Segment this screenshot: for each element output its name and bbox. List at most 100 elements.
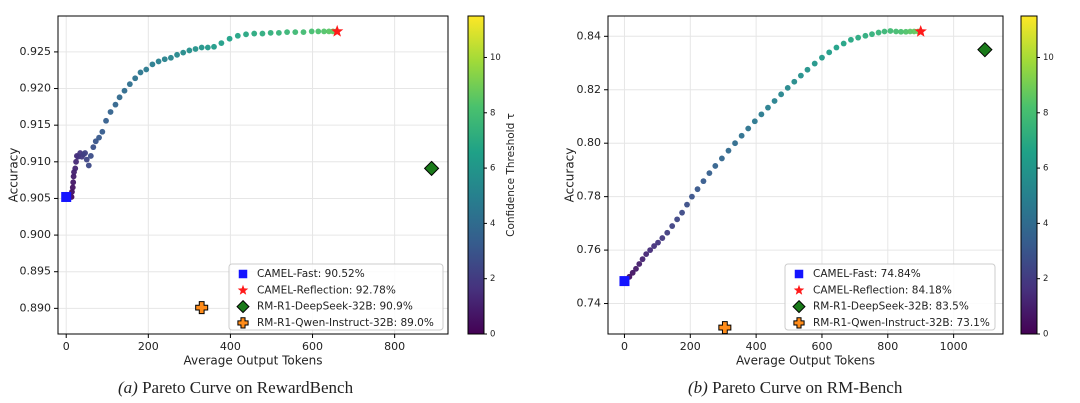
chartb-colorbar-tick-label: 2 [1043, 274, 1048, 284]
charta-curve-point [326, 28, 332, 35]
chartb-curve-point [862, 32, 869, 39]
chartb-curve-point [689, 193, 695, 200]
chartb-curve-point [826, 49, 833, 56]
chartb-curve-point [887, 28, 894, 34]
chartb-camel-fast-marker [619, 276, 630, 287]
chartb-curve-point [881, 28, 888, 35]
chartb-y-tick-label: 0.82 [577, 83, 602, 96]
charta-legend-label: RM-R1-DeepSeek-32B: 90.9% [257, 301, 413, 313]
charta-legend-box [228, 263, 444, 331]
chartb-colorbar-tick-label: 8 [1043, 108, 1048, 118]
charta-camel-fast-marker [61, 191, 72, 202]
chartb-curve-point [669, 223, 676, 229]
chartb-curve-point [636, 261, 643, 267]
chartb-legend-diamond-marker [792, 299, 806, 314]
charta-legend-diamond-marker [236, 299, 250, 314]
charta-curve-point [174, 51, 180, 58]
chartb-y-tick-label: 0.84 [577, 29, 602, 42]
chartb-rm-r1-qwen-instruct-32b-marker [718, 321, 732, 335]
charta-y-tick-label: 0.925 [20, 45, 52, 58]
charta-curve-point [126, 81, 133, 88]
chartb-legend-label: RM-R1-DeepSeek-32B: 83.5% [813, 301, 969, 313]
charta-curve-point [259, 30, 266, 37]
charta-curve-point [275, 29, 282, 36]
chartb-curve-point [791, 78, 798, 85]
chartb-curve-point [664, 229, 671, 236]
charta-colorbar-tick-label: 0 [490, 330, 495, 340]
chartb-curve-point [655, 239, 661, 246]
chartb-curve-point [738, 132, 745, 139]
charta-curve-point [186, 47, 193, 54]
chartb-curve-point [647, 247, 654, 253]
chartb-y-tick-label: 0.78 [577, 190, 602, 203]
charta-curve-point [211, 43, 217, 50]
chartb-colorbar-tick-label: 4 [1043, 219, 1048, 229]
charta-legend-label: CAMEL-Reflection: 92.78% [257, 284, 396, 296]
chartb-curve-point [679, 209, 685, 216]
charta-curve-point [72, 165, 79, 172]
chartb-x-tick-label: 200 [680, 340, 701, 353]
chartb-x-tick-label: 1000 [940, 340, 968, 353]
charta-curve-point [87, 153, 94, 159]
chartb-curve-point [804, 66, 811, 73]
charta-colorbar-tick-label: 10 [490, 53, 501, 63]
chartb-curve-point [694, 186, 701, 193]
charta-curve-point [284, 29, 290, 36]
charta-colorbar-tick-label: 8 [490, 108, 495, 118]
charta-legend-square-marker [238, 269, 248, 279]
charta-curve-point [82, 150, 88, 156]
chartb-curve-point [745, 125, 752, 132]
charta-curve-point [69, 184, 76, 191]
charta-curve-point [243, 31, 249, 38]
charta-curve-point [155, 58, 162, 65]
charta-curve-point [99, 128, 106, 135]
chartb-curve-point [833, 44, 840, 51]
charta-colorbar [467, 15, 485, 335]
caption-a-text: Pareto Curve on RewardBench [142, 378, 354, 397]
chartb-curve-point [700, 178, 707, 185]
charta-y-tick-label: 0.895 [20, 265, 52, 278]
chartb-x-tick-label: 400 [746, 340, 767, 353]
chartb-x-tick-label: 600 [811, 340, 832, 353]
chartb-colorbar [1020, 15, 1038, 335]
charta-legend-label: CAMEL-Fast: 90.52% [257, 268, 365, 280]
chartb-colorbar-tick-label: 0 [1043, 330, 1048, 340]
charta-curve-point [192, 46, 199, 52]
chartb-curve-point [893, 28, 899, 35]
charta-colorbar-label: Confidence Threshold τ [505, 113, 517, 237]
chartb-legend-plus-marker [793, 317, 805, 329]
chartb-curve-point [875, 29, 882, 36]
charta-curve-point [198, 44, 205, 51]
charta-legend-label: RM-R1-Qwen-Instruct-32B: 89.0% [257, 317, 434, 329]
chartb-camel-reflection-marker [914, 25, 927, 37]
chartb-x-axis-label: Average Output Tokens [736, 354, 875, 368]
chartb-curve-point [797, 72, 804, 79]
chartb-y-tick-label: 0.74 [577, 297, 602, 310]
charta-legend-star-marker [237, 284, 249, 295]
chartb-curve-point [765, 104, 771, 111]
charta-curve-point [308, 28, 315, 35]
chartb-rm-r1-deepseek-32b-marker [977, 41, 993, 58]
chartb-curve-point [706, 170, 713, 177]
charta-y-tick-label: 0.910 [20, 155, 52, 168]
charta-curve-point [70, 179, 77, 186]
charta-x-tick-label: 200 [138, 340, 159, 353]
charta-x-tick-label: 800 [384, 340, 405, 353]
chartb-curve-point [855, 34, 862, 41]
charta-curve-point [137, 69, 144, 76]
charta-curve-point [73, 158, 79, 165]
charta-curve-point [116, 94, 123, 101]
chartb-curve-point [718, 155, 725, 162]
chartb-curve-point [633, 265, 639, 272]
charta-curve-point [103, 117, 109, 124]
chartb-curve-point [674, 216, 681, 223]
chartb-legend-star-marker [793, 284, 805, 295]
chartb-legend-square-marker [794, 269, 804, 279]
caption-b: (b) Pareto Curve on RM-Bench [688, 378, 902, 398]
charta-curve-point [112, 101, 119, 108]
caption-a-tag: (a) [118, 378, 138, 397]
charta-y-tick-label: 0.900 [20, 228, 52, 241]
charta-curve-point [85, 162, 92, 169]
caption-b-tag: (b) [688, 378, 708, 397]
